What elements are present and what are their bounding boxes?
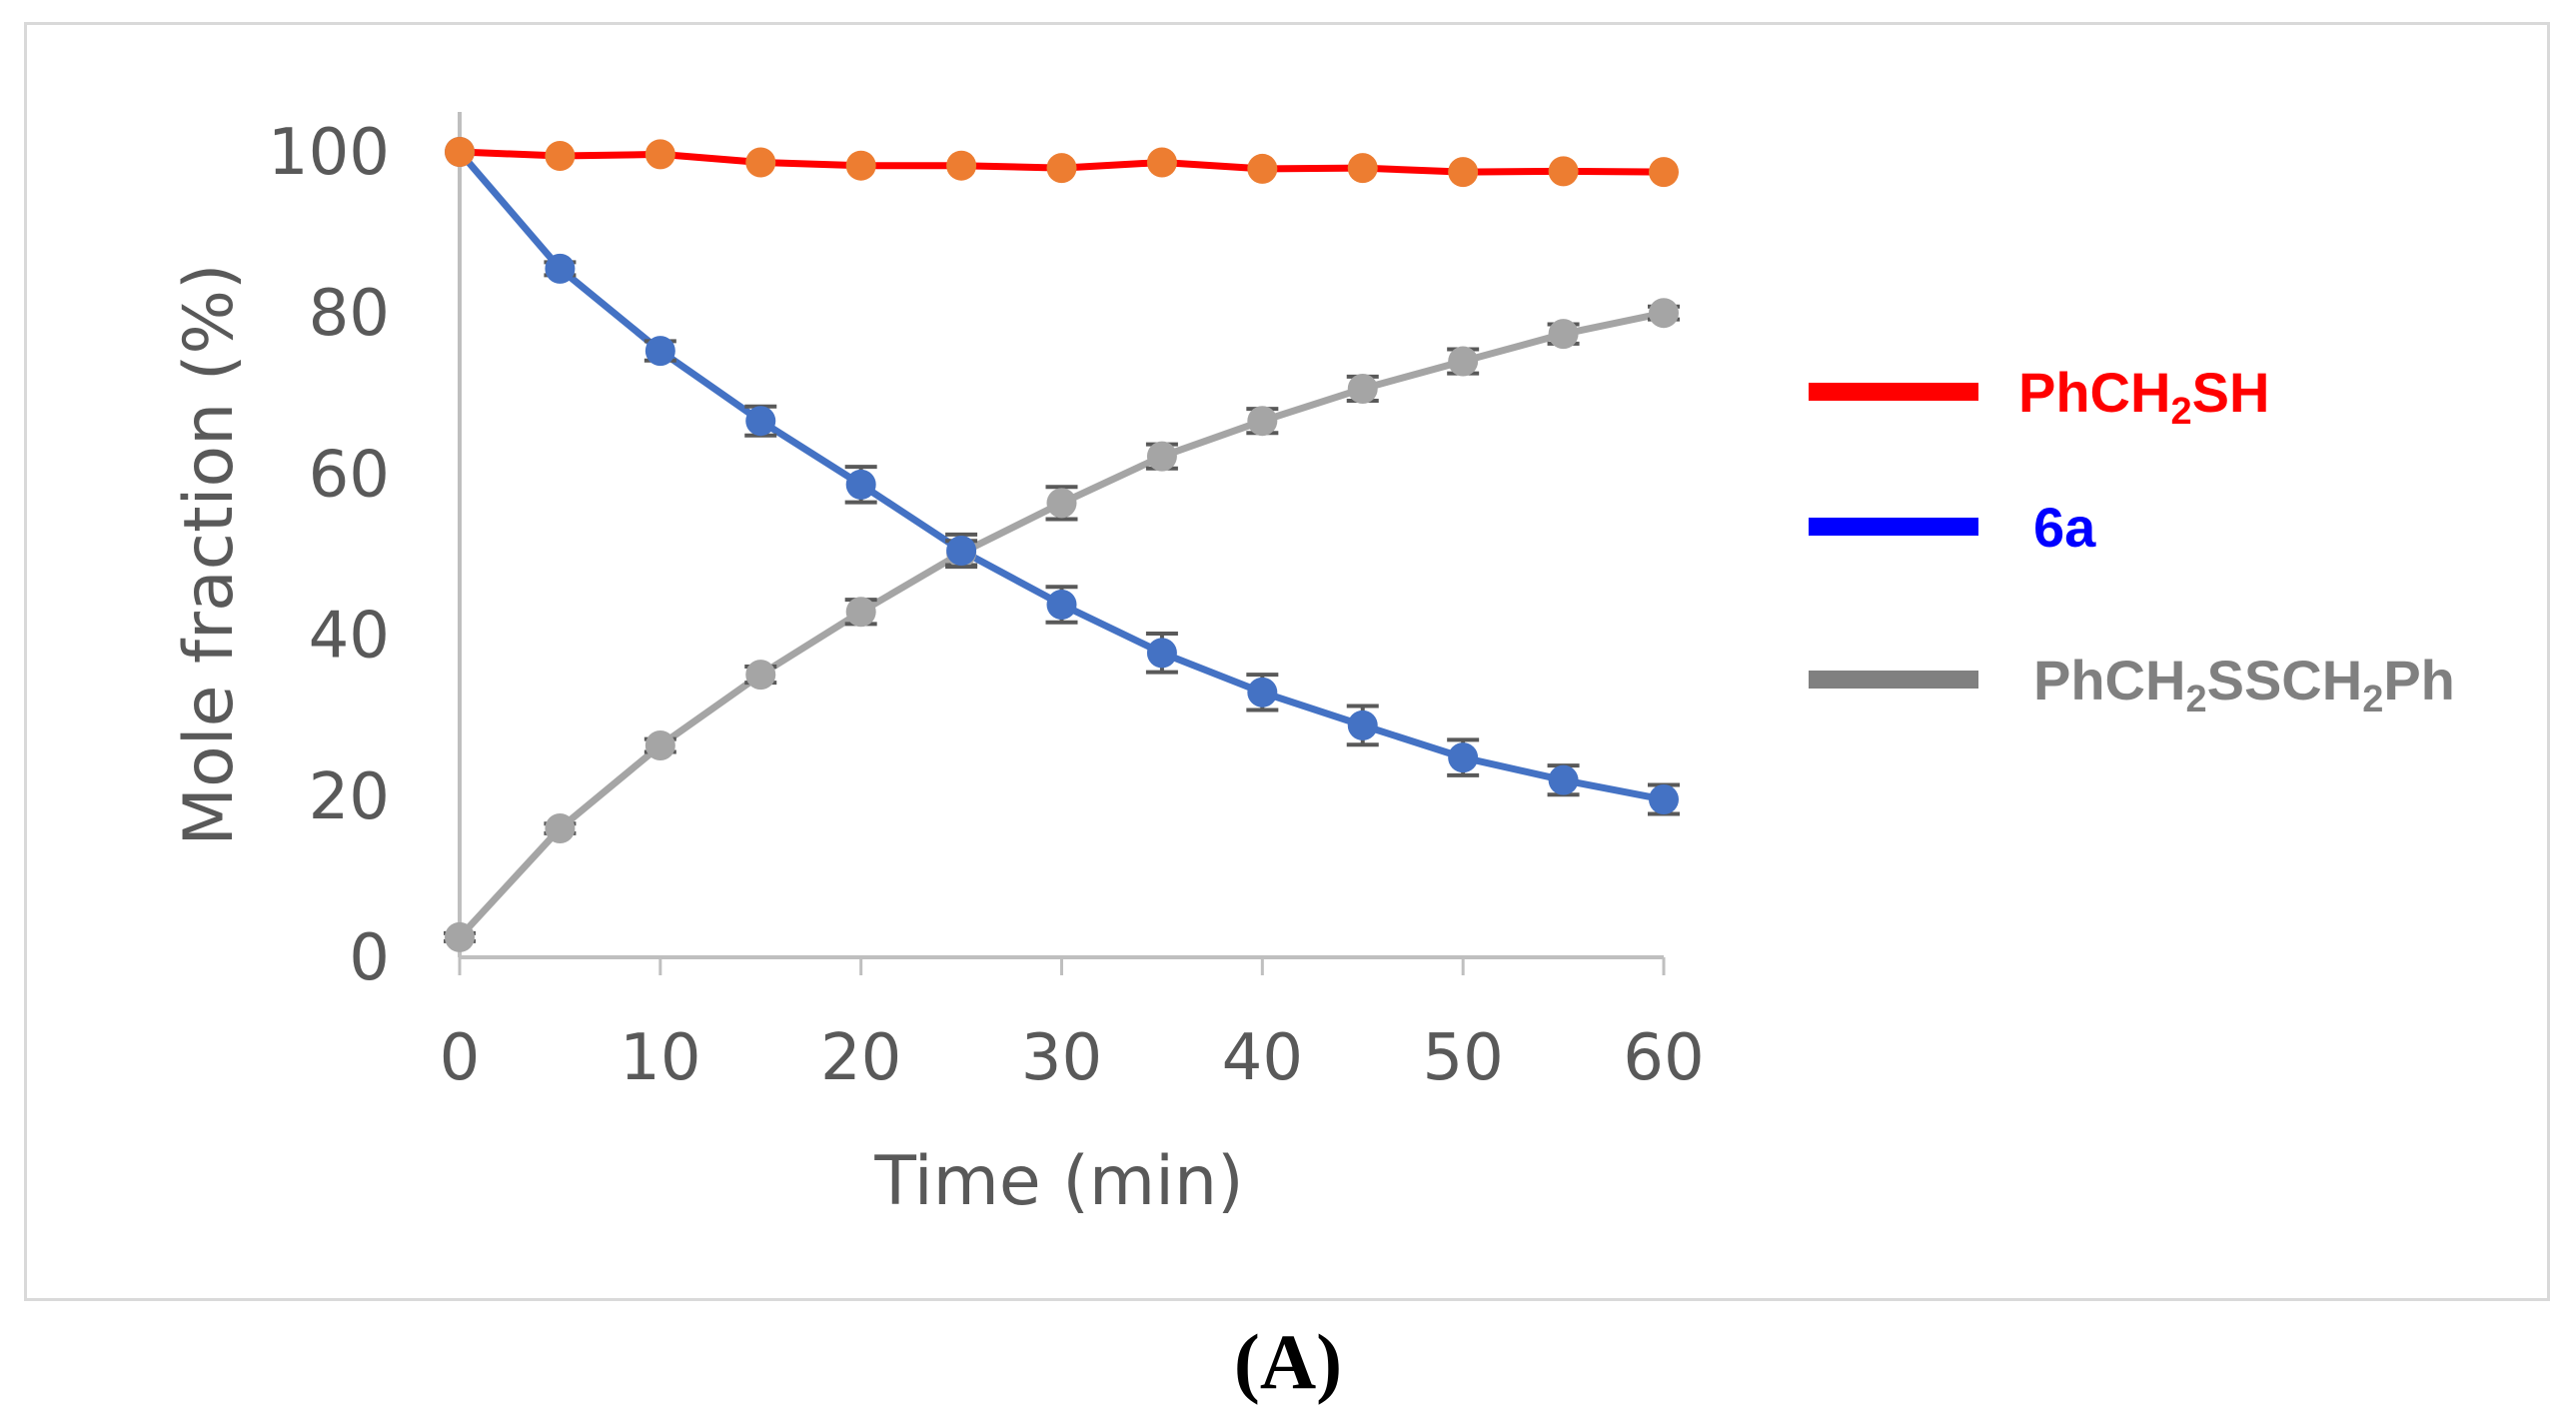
y-tick-label: 100 [268,116,390,190]
data-point-PhCH2SH [644,139,675,170]
data-point-6a [1548,764,1579,795]
legend-label-PhCH2SH: PhCH2SH [2018,361,2269,433]
data-point-PhCH2SH [445,137,475,167]
y-tick-label: 40 [309,600,390,674]
data-point-6a [1448,742,1479,773]
x-tick-label: 40 [1222,1021,1303,1095]
x-axis-title: Time (min) [873,1142,1243,1221]
data-point-6a [1146,638,1177,669]
data-point-PhCH2SH [745,147,776,178]
data-point-PhCH2SSCH2Ph [845,597,876,628]
data-point-PhCH2SSCH2Ph [1247,406,1278,437]
data-point-PhCH2SSCH2Ph [1649,298,1679,329]
chart-frame [24,22,2550,1301]
panel-label: (A) [1233,1318,1343,1405]
data-point-PhCH2SH [845,150,876,181]
x-tick-label: 30 [1021,1021,1102,1095]
data-point-6a [1347,709,1378,740]
legend-label-6a: 6a [2033,496,2096,559]
data-point-6a [946,535,977,566]
data-point-PhCH2SSCH2Ph [1146,441,1177,472]
data-point-PhCH2SH [1247,153,1278,184]
x-tick-label: 60 [1623,1021,1704,1095]
data-point-PhCH2SSCH2Ph [1347,373,1378,404]
data-point-PhCH2SH [1448,157,1479,188]
data-point-6a [1649,784,1679,815]
y-tick-label: 0 [349,921,390,995]
data-point-PhCH2SSCH2Ph [644,730,675,761]
data-point-6a [845,469,876,500]
data-point-PhCH2SH [1548,156,1579,187]
data-point-PhCH2SH [545,141,576,172]
x-tick-label: 20 [820,1021,901,1095]
y-tick-label: 80 [309,277,390,351]
data-point-6a [1247,677,1278,708]
y-tick-label: 60 [309,438,390,512]
data-point-6a [644,336,675,367]
data-point-PhCH2SH [1046,153,1077,184]
x-tick-label: 50 [1422,1021,1503,1095]
data-point-PhCH2SH [1649,157,1679,188]
data-point-PhCH2SSCH2Ph [445,921,475,952]
data-point-PhCH2SH [1347,153,1378,184]
data-point-PhCH2SSCH2Ph [1548,319,1579,350]
data-point-6a [1046,589,1077,620]
y-axis-title: Mole fraction (%) [170,263,249,845]
data-point-PhCH2SH [1146,147,1177,178]
data-point-PhCH2SSCH2Ph [1046,488,1077,519]
series-line-PhCH2SSCH2Ph [457,309,1665,940]
y-tick-label: 20 [309,760,390,834]
data-point-PhCH2SH [946,150,977,181]
series-line-6a [457,149,1665,803]
x-tick-label: 0 [440,1021,481,1095]
data-point-PhCH2SSCH2Ph [545,813,576,844]
data-point-PhCH2SSCH2Ph [1448,346,1479,377]
legend-label-PhCH2SSCH2Ph: PhCH2SSCH2Ph [2033,649,2455,720]
data-point-PhCH2SSCH2Ph [745,660,776,691]
x-tick-label: 10 [620,1021,700,1095]
data-point-6a [545,253,576,284]
data-point-6a [745,406,776,437]
